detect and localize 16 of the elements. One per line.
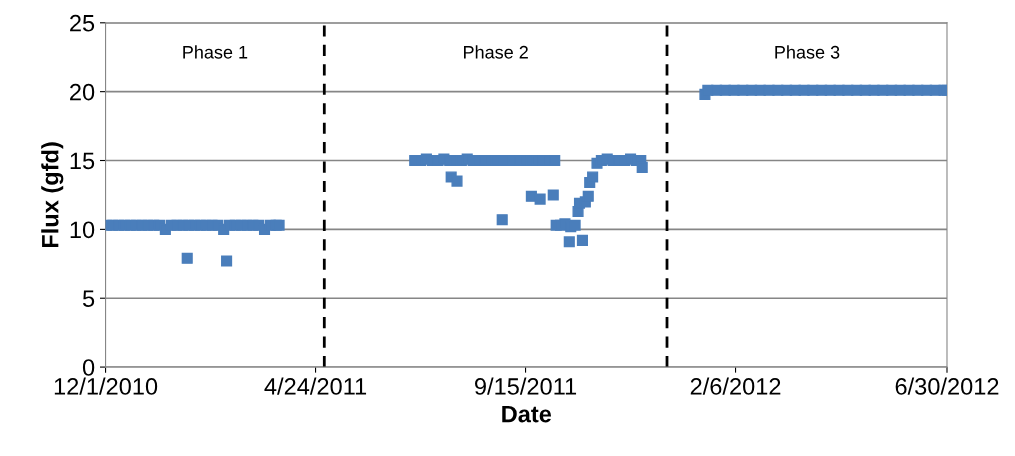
y-axis-title: Flux (gfd) xyxy=(41,142,64,248)
x-axis-title: Date xyxy=(502,405,552,423)
y-tick-label: 20 xyxy=(70,83,95,101)
annotation: Phase 1 xyxy=(183,45,248,59)
x-tick-label: 12/1/2010 xyxy=(54,377,158,395)
y-tick-label: 15 xyxy=(70,152,95,170)
annotation: Phase 2 xyxy=(464,45,528,59)
y-tick-label: 25 xyxy=(70,14,95,32)
x-tick-label: 6/30/2012 xyxy=(895,377,999,395)
y-tick-label: 5 xyxy=(82,290,95,308)
annotation: Phase 3 xyxy=(775,45,840,59)
x-tick-label: 9/15/2011 xyxy=(475,377,577,395)
y-tick-label: 0 xyxy=(82,359,95,376)
y-tick-label: 10 xyxy=(70,221,95,239)
x-tick-label: 2/6/2012 xyxy=(690,377,781,395)
x-tick-label: 4/24/2011 xyxy=(264,377,367,395)
